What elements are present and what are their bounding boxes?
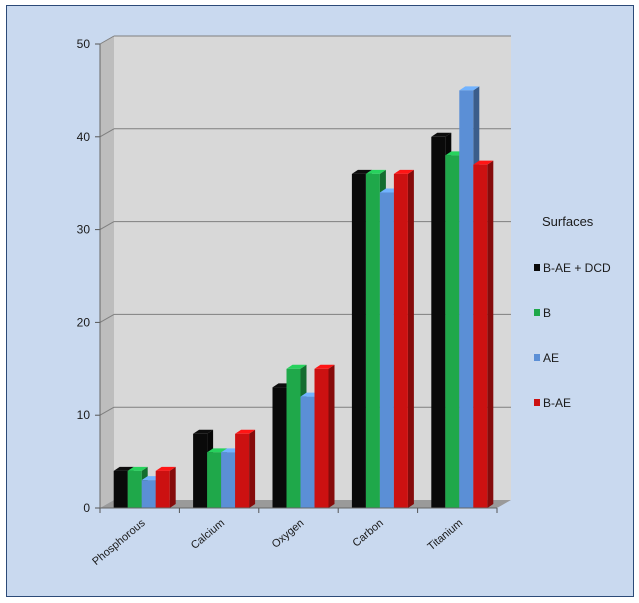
x-tick-label: Phosphorous	[90, 517, 148, 568]
bar-front	[207, 452, 222, 508]
legend-swatch	[534, 264, 540, 271]
legend-label: B	[543, 306, 551, 320]
bar-front	[221, 452, 236, 508]
gridline-side	[99, 35, 115, 45]
legend-label: AE	[543, 351, 559, 365]
legend-item: B-AE + DCD	[534, 261, 611, 275]
legend-item: B-AE	[534, 396, 571, 410]
y-tick-label: 50	[77, 37, 91, 51]
bar-top	[113, 466, 134, 471]
legend-swatch	[534, 354, 540, 361]
bar-top	[193, 429, 214, 434]
bar-front	[127, 470, 142, 508]
y-tick-label: 30	[77, 223, 91, 237]
x-tick-label: Calcium	[189, 517, 227, 552]
bar-front	[235, 433, 250, 508]
bar	[155, 466, 176, 508]
bar-front	[193, 433, 208, 508]
bar-top	[473, 160, 494, 165]
gridline-side	[99, 313, 115, 323]
bar-side	[328, 364, 335, 508]
bar	[473, 160, 494, 508]
gridline-side	[99, 128, 115, 138]
y-tick-label: 20	[77, 315, 91, 329]
bar-top	[286, 364, 307, 369]
bar-top	[351, 169, 372, 174]
bar	[235, 429, 256, 508]
y-tick-label: 0	[83, 501, 90, 515]
bar-front	[473, 164, 488, 508]
y-tick-label: 10	[77, 408, 91, 422]
bar-front	[286, 368, 301, 508]
legend-label: B-AE + DCD	[543, 261, 611, 275]
bar-front	[141, 480, 156, 508]
bar-front	[379, 192, 394, 509]
gridline-side	[99, 221, 115, 231]
legend-label: B-AE	[543, 396, 571, 410]
gridline-side	[99, 406, 115, 416]
legend-title: Surfaces	[542, 214, 594, 229]
bar-top	[431, 132, 452, 137]
bar-top	[127, 466, 148, 471]
legend-item: AE	[534, 351, 559, 365]
bar-front	[155, 470, 170, 508]
bar-front	[113, 470, 128, 508]
x-tick-label: Titanium	[426, 517, 466, 553]
bar-front	[314, 368, 329, 508]
bar-front	[272, 387, 287, 508]
x-axis-ticks: Phosphorous Calcium Oxygen Carbon Titanium	[90, 507, 498, 568]
bar-side	[487, 160, 494, 508]
bar-top	[393, 169, 414, 174]
bar-side	[169, 466, 176, 508]
bar-front	[393, 173, 408, 509]
bar-front	[351, 173, 366, 509]
y-tick-label: 40	[77, 130, 91, 144]
legend-swatch	[534, 309, 540, 316]
bar-top	[314, 364, 335, 369]
bar-side	[249, 429, 256, 508]
bar-front	[300, 396, 315, 508]
bar-top	[365, 169, 386, 174]
legend: Surfaces B-AE + DCD B AE B-AE	[534, 214, 611, 410]
x-tick-label: Oxygen	[270, 517, 307, 551]
bar-top	[155, 466, 176, 471]
y-axis-ticks: 0 10 20 30 40 50	[77, 37, 101, 515]
bar-front	[431, 136, 446, 509]
side-wall	[100, 36, 114, 508]
bar	[314, 364, 335, 508]
bars	[113, 86, 494, 509]
bar-side	[407, 169, 414, 509]
bar-top	[459, 86, 480, 91]
bar	[393, 169, 414, 509]
bar-top	[207, 448, 228, 453]
x-tick-label: Carbon	[350, 517, 385, 549]
bar-front	[445, 155, 460, 509]
bar-front	[459, 90, 474, 509]
bar-front	[365, 173, 380, 509]
legend-swatch	[534, 399, 540, 406]
bar-top	[235, 429, 256, 434]
legend-item: B	[534, 306, 551, 320]
